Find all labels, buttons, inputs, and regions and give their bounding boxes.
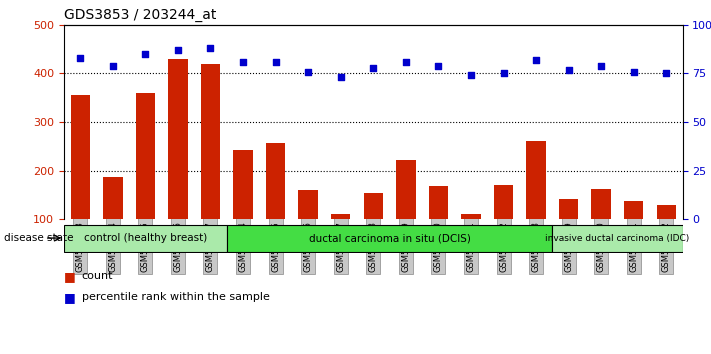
Point <box>139 51 151 57</box>
Bar <box>331 214 351 268</box>
Text: ■: ■ <box>64 270 76 282</box>
Point <box>465 73 476 78</box>
Text: disease state: disease state <box>4 233 73 243</box>
Bar <box>656 205 676 268</box>
Point <box>433 63 444 68</box>
Point <box>400 59 412 64</box>
Bar <box>592 189 611 268</box>
Point <box>661 70 672 76</box>
Bar <box>201 64 220 268</box>
Point <box>530 57 542 63</box>
Point <box>205 45 216 51</box>
Bar <box>493 185 513 268</box>
Bar <box>429 186 448 268</box>
Bar <box>363 193 383 268</box>
Point <box>368 65 379 70</box>
FancyBboxPatch shape <box>227 224 552 252</box>
Point <box>628 69 639 74</box>
Bar <box>169 59 188 268</box>
Text: GDS3853 / 203244_at: GDS3853 / 203244_at <box>64 8 216 22</box>
Point <box>563 67 574 72</box>
Text: ductal carcinoma in situ (DCIS): ductal carcinoma in situ (DCIS) <box>309 233 471 243</box>
Bar <box>559 199 578 268</box>
FancyBboxPatch shape <box>552 224 683 252</box>
Bar <box>136 93 155 268</box>
Bar <box>299 190 318 268</box>
FancyBboxPatch shape <box>64 224 227 252</box>
Text: count: count <box>82 271 113 281</box>
Text: invasive ductal carcinoma (IDC): invasive ductal carcinoma (IDC) <box>545 234 690 242</box>
Bar <box>396 160 416 268</box>
Point <box>75 55 86 61</box>
Bar <box>70 95 90 268</box>
Bar <box>103 177 122 268</box>
Bar <box>266 143 285 268</box>
Point <box>596 63 607 68</box>
Bar <box>624 201 643 268</box>
Text: ■: ■ <box>64 291 76 304</box>
Bar <box>526 141 546 268</box>
Point <box>335 74 346 80</box>
Text: control (healthy breast): control (healthy breast) <box>84 233 207 243</box>
Text: percentile rank within the sample: percentile rank within the sample <box>82 292 269 302</box>
Point <box>302 69 314 74</box>
Point <box>237 59 249 64</box>
Bar <box>233 150 253 268</box>
Bar <box>461 214 481 268</box>
Point <box>107 63 119 68</box>
Point <box>270 59 282 64</box>
Point <box>498 70 509 76</box>
Point <box>172 47 183 53</box>
